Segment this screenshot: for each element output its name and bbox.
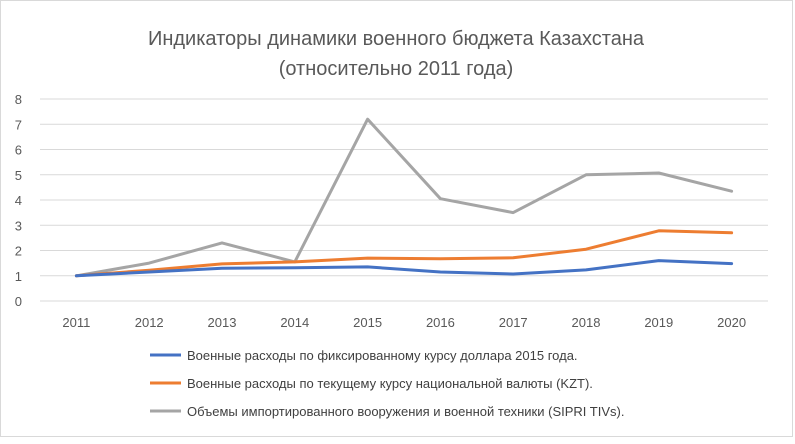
legend-label-1: Военные расходы по фиксированному курсу … [187, 348, 578, 363]
y-axis-tick-labels: 0 1 2 3 4 5 6 7 8 [15, 92, 22, 309]
y-tick-label: 5 [15, 168, 22, 183]
x-tick-label: 2018 [572, 315, 601, 330]
x-tick-label: 2011 [62, 315, 90, 330]
x-tick-label: 2015 [353, 315, 382, 330]
y-tick-label: 2 [15, 244, 22, 259]
chart-title-line-2: (относительно 2011 года) [279, 58, 514, 80]
x-tick-label: 2020 [717, 315, 746, 330]
x-tick-label: 2017 [499, 315, 528, 330]
x-tick-label: 2012 [135, 315, 164, 330]
y-tick-label: 1 [15, 269, 22, 284]
y-tick-label: 7 [15, 117, 22, 132]
series-lines [74, 117, 734, 278]
x-tick-label: 2019 [644, 315, 673, 330]
y-tick-label: 6 [15, 143, 22, 158]
legend: Военные расходы по фиксированному курсу … [150, 348, 624, 419]
y-tick-label: 3 [15, 218, 22, 233]
x-tick-label: 2014 [280, 315, 309, 330]
legend-label-3: Объемы импортированного вооружения и вое… [187, 404, 624, 419]
y-tick-label: 8 [15, 92, 22, 107]
series-line-2 [74, 229, 734, 278]
series-line-1 [74, 259, 734, 278]
y-tick-label: 0 [15, 294, 22, 309]
x-tick-label: 2016 [426, 315, 455, 330]
chart-title-line-1: Индикаторы динамики военного бюджета Каз… [148, 28, 645, 50]
series-line-3 [74, 117, 734, 278]
x-axis-tick-labels: 2011 2012 2013 2014 2015 2016 2017 2018 2019 2020 [62, 315, 746, 330]
x-tick-label: 2013 [208, 315, 237, 330]
legend-label-2: Военные расходы по текущему курсу национ… [187, 376, 593, 391]
y-tick-label: 4 [15, 193, 22, 208]
